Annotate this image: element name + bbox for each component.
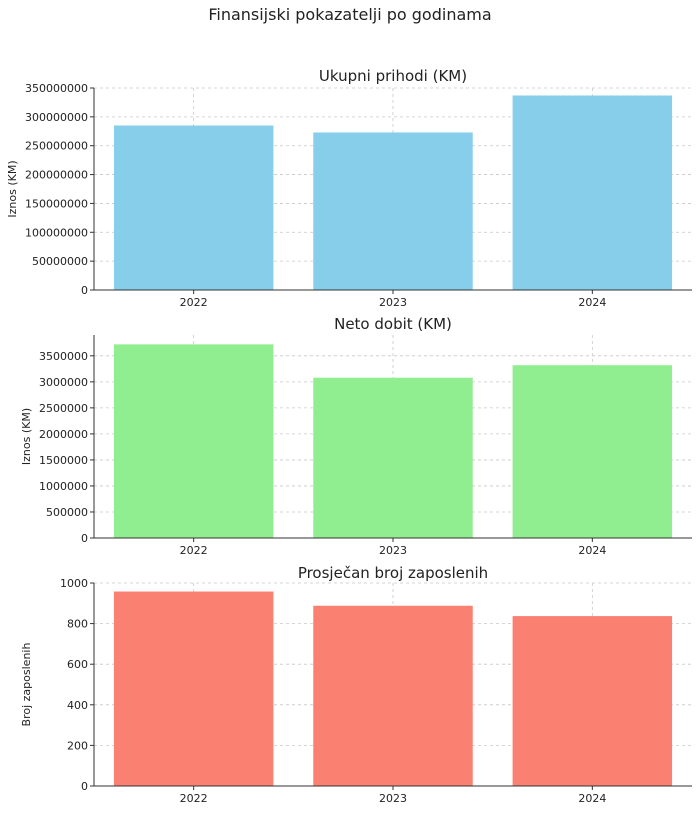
bar-2024 — [512, 365, 673, 538]
chart-title: Neto dobit (KM) — [334, 315, 452, 333]
y-tick-label: 0 — [81, 780, 88, 793]
bar-2022 — [113, 591, 274, 786]
x-tick-label: 2023 — [379, 296, 407, 309]
y-tick-label: 2000000 — [39, 428, 88, 441]
y-tick-label: 0 — [81, 532, 88, 545]
y-tick-label: 1000000 — [39, 480, 88, 493]
bar-2022 — [113, 125, 274, 290]
x-tick-label: 2023 — [379, 792, 407, 805]
x-tick-label: 2022 — [180, 296, 208, 309]
chart-title: Ukupni prihodi (KM) — [319, 67, 467, 85]
bar-2022 — [113, 344, 274, 538]
chart-panel-2: 0 500000 1000000 1500000 2000000 2500000 30000… — [20, 315, 692, 557]
chart-panel-3: 0 200 400 600 800 1000 2022 2023 2024 Prosječan b… — [20, 564, 692, 805]
x-tick-label: 2022 — [180, 544, 208, 557]
y-tick-label: 200000000 — [25, 169, 88, 182]
y-tick-label: 800 — [67, 618, 88, 631]
x-tick-label: 2024 — [578, 544, 606, 557]
x-tick-label: 2024 — [578, 296, 606, 309]
y-tick-label: 100000000 — [25, 226, 88, 239]
y-tick-label: 250000000 — [25, 140, 88, 153]
x-tick-label: 2023 — [379, 544, 407, 557]
y-tick-label: 1500000 — [39, 454, 88, 467]
y-tick-label: 3000000 — [39, 376, 88, 389]
x-tick-label: 2022 — [180, 792, 208, 805]
y-tick-label: 150000000 — [25, 197, 88, 210]
y-axis-label: Iznos (KM) — [20, 408, 33, 465]
y-tick-label: 400 — [67, 699, 88, 712]
y-tick-label: 2500000 — [39, 402, 88, 415]
chart-title: Prosječan broj zaposlenih — [298, 564, 488, 582]
y-tick-label: 300000000 — [25, 111, 88, 124]
y-axis-label: Broj zaposlenih — [20, 643, 33, 727]
bar-2023 — [313, 132, 473, 290]
y-tick-label: 500000 — [46, 506, 88, 519]
bar-2023 — [313, 377, 473, 538]
x-tick-label: 2024 — [578, 792, 606, 805]
y-tick-label: 200 — [67, 739, 88, 752]
y-axis-label: Iznos (KM) — [6, 160, 19, 217]
bar-2024 — [512, 95, 673, 290]
figure-suptitle: Finansijski pokazatelji po godinama — [208, 5, 491, 24]
y-tick-label: 50000000 — [32, 255, 88, 268]
y-tick-label: 1000 — [60, 577, 88, 590]
bar-2024 — [512, 616, 673, 786]
y-tick-label: 600 — [67, 658, 88, 671]
y-tick-label: 350000000 — [25, 82, 88, 95]
bar-2023 — [313, 605, 473, 786]
chart-panel-1: 0 50000000 100000000 150000000 200000000 2500… — [6, 67, 692, 309]
y-tick-label: 3500000 — [39, 350, 88, 363]
y-tick-label: 0 — [81, 284, 88, 297]
